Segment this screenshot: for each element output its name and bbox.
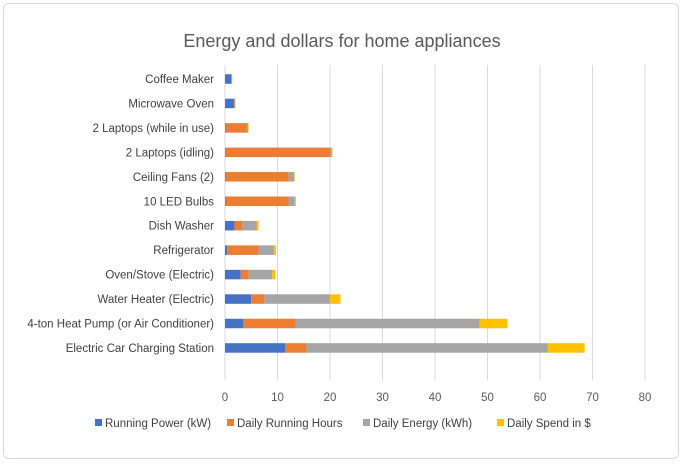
category-label: 2 Laptops (while in use) [93, 123, 215, 135]
bar-segment [251, 294, 265, 304]
bar-segment [225, 196, 226, 206]
legend-swatch [95, 419, 102, 426]
bar-segment [248, 123, 249, 133]
bar-segment [256, 220, 259, 231]
bar-segment [248, 269, 273, 280]
category-labels: Coffee Maker Microwave Oven 2 Laptops (whi… [27, 74, 214, 355]
x-tick-label: 40 [429, 392, 442, 404]
bar-segment [225, 74, 232, 84]
bar-segment [479, 318, 508, 329]
bar-segment [330, 147, 332, 158]
legend-label: Daily Spend in $ [507, 418, 591, 430]
category-label: Dish Washer [149, 221, 215, 233]
category-label: Water Heater (Electric) [97, 294, 214, 306]
bar-segment [225, 147, 331, 158]
category-label: Coffee Maker [145, 74, 214, 86]
category-label: Ceiling Fans (2) [133, 172, 214, 184]
bar-segment [285, 343, 307, 353]
bar-segment [225, 220, 235, 231]
x-tick-label: 80 [639, 392, 652, 404]
bar-segment [225, 123, 226, 133]
bar-segment [234, 220, 243, 231]
bar-segment [225, 269, 241, 280]
legend: Running Power (kW) Daily Running Hours Dai… [95, 418, 591, 430]
x-tick-label: 70 [586, 392, 599, 404]
bar-segment [225, 196, 289, 206]
bar-segment [225, 318, 244, 329]
chart-frame [3, 3, 679, 459]
bar-segment [242, 220, 257, 231]
x-tick-label: 60 [534, 392, 547, 404]
x-tick-label: 10 [271, 392, 284, 404]
bar-segment [225, 343, 286, 353]
bar-segment [288, 196, 295, 206]
bar-segment [331, 147, 333, 158]
category-label: Electric Car Charging Station [66, 343, 214, 355]
bar-segment [234, 98, 236, 109]
bar-segment [264, 294, 330, 304]
bar-segment [225, 294, 252, 304]
x-tick-labels: 0 10 20 30 40 50 60 70 80 [222, 392, 652, 404]
category-label: Refrigerator [153, 245, 214, 257]
bar-segment [225, 245, 228, 255]
x-tick-label: 50 [481, 392, 494, 404]
legend-swatch [227, 419, 234, 426]
legend-swatch [363, 419, 370, 426]
x-tick-label: 0 [222, 392, 228, 404]
bar-segment [240, 269, 249, 280]
bar-segment [233, 98, 235, 109]
bar-segment [225, 98, 234, 109]
bar-segment [288, 172, 295, 182]
chart-title: Energy and dollars for home appliances [183, 31, 500, 51]
gridlines [224, 65, 646, 380]
bar-segment [306, 343, 548, 353]
x-tick-label: 30 [376, 392, 389, 404]
legend-label: Running Power (kW) [105, 418, 211, 430]
bar-segment [294, 172, 295, 182]
legend-swatch [497, 419, 504, 426]
bar-segment [243, 318, 296, 329]
category-label: 10 LED Bulbs [144, 196, 215, 208]
x-tick-label: 20 [324, 392, 337, 404]
category-label: 4-ton Heat Pump (or Air Conditioner) [27, 319, 214, 331]
bar-segment [225, 172, 289, 182]
bar-segment [231, 74, 233, 84]
legend-label: Daily Energy (kWh) [373, 418, 472, 430]
bar-segment [246, 123, 249, 133]
bar-segment [225, 123, 247, 133]
category-label: Microwave Oven [128, 98, 214, 110]
bar-segment [227, 245, 259, 255]
legend-label: Daily Running Hours [237, 418, 343, 430]
bars [225, 74, 585, 353]
bar-segment [272, 269, 276, 280]
bar-segment [330, 294, 341, 304]
bar-segment [273, 245, 276, 255]
bar-segment [225, 172, 226, 182]
bar-segment [295, 318, 480, 329]
category-label: Oven/Stove (Electric) [105, 270, 214, 282]
bar-segment [258, 245, 274, 255]
bar-segment [294, 196, 296, 206]
bar-segment [547, 343, 585, 353]
category-label: 2 Laptops (idling) [126, 147, 214, 159]
